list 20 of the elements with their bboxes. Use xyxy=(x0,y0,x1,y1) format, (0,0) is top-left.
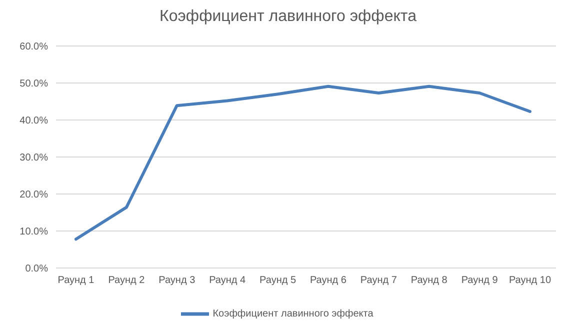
y-tick-label: 40.0% xyxy=(20,116,48,127)
y-tick-label: 50.0% xyxy=(20,78,48,90)
line-series xyxy=(74,84,532,241)
x-tick-label: Раунд 9 xyxy=(461,275,498,286)
y-tick-label: 20.0% xyxy=(20,190,48,201)
x-tick-label: Раунд 3 xyxy=(158,275,196,286)
x-tick-label: Раунд 7 xyxy=(360,275,398,286)
chart-title: Коэффициент лавинного эффекта xyxy=(158,8,418,27)
x-tick-label: Раунд 6 xyxy=(310,275,347,286)
x-tick-label: Раунд 8 xyxy=(410,275,448,286)
x-tick-label: Раунд 10 xyxy=(508,275,552,286)
x-tick-label: Раунд 5 xyxy=(260,275,296,286)
y-tick-label: 10.0% xyxy=(20,226,48,238)
x-tick-label: Раунд 2 xyxy=(108,275,146,286)
legend-label: Коэффициент лавинного эффекта xyxy=(212,308,374,320)
x-tick-label: Раунд 1 xyxy=(58,275,95,286)
y-tick-label: 30.0% xyxy=(20,152,48,164)
x-tick-label: Раунд 4 xyxy=(209,275,246,286)
y-tick-label: 0.0% xyxy=(25,264,48,275)
y-tick-label: 60.0% xyxy=(20,42,48,53)
